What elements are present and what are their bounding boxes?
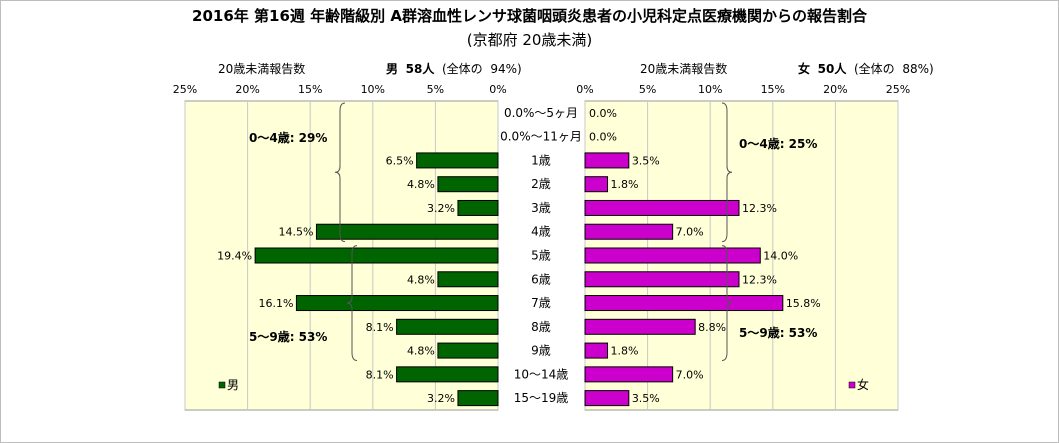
category-label: 7歳 bbox=[531, 296, 551, 310]
right-share: 88%) bbox=[902, 62, 934, 76]
male-bar bbox=[295, 295, 499, 312]
female-data-label: 7.0% bbox=[676, 226, 704, 239]
female-data-label: 3.5% bbox=[632, 154, 660, 167]
category-label: 5歳 bbox=[531, 249, 551, 263]
right-tick-label: 10% bbox=[698, 83, 722, 96]
female-bar bbox=[584, 223, 674, 240]
category-label: 1歳 bbox=[531, 153, 551, 167]
right-group-annotation: 5～9歳: 53% bbox=[739, 325, 817, 340]
male-data-label: 6.5% bbox=[386, 154, 414, 167]
male-data-label: 4.8% bbox=[407, 178, 435, 191]
female-data-label: 12.3% bbox=[742, 202, 777, 215]
female-data-label: 8.8% bbox=[698, 321, 726, 334]
female-data-label: 7.0% bbox=[676, 368, 704, 381]
left-axis-caption: 20歳未満報告数 bbox=[218, 62, 306, 76]
male-data-label: 16.1% bbox=[258, 297, 293, 310]
left-sex-label: 男 bbox=[386, 62, 399, 76]
right-count: 50人 bbox=[817, 62, 847, 76]
left-tick-label: 5% bbox=[427, 83, 444, 96]
category-label: 0.0%～11ヶ月 bbox=[500, 130, 582, 144]
female-data-label: 3.5% bbox=[632, 392, 660, 405]
right-tick-label: 25% bbox=[886, 83, 910, 96]
right-sex-label: 女 bbox=[798, 62, 811, 76]
left-group-annotation: 0～4歳: 29% bbox=[249, 130, 327, 145]
left-tick-label: 25% bbox=[173, 83, 197, 96]
male-bar bbox=[437, 271, 499, 288]
left-sex-summary: 男 58人 (全体の 94%) bbox=[386, 60, 522, 77]
male-data-label: 8.1% bbox=[366, 368, 394, 381]
female-bar bbox=[584, 152, 630, 169]
left-tick-label: 10% bbox=[361, 83, 385, 96]
male-bar bbox=[437, 176, 499, 193]
male-data-label: 14.5% bbox=[279, 226, 314, 239]
female-bar bbox=[584, 342, 609, 359]
right-group-brace bbox=[721, 245, 733, 361]
right-sex-summary: 女 50人 (全体の 88%) bbox=[798, 60, 934, 77]
right-tick-label: 20% bbox=[823, 83, 847, 96]
left-tick-label: 0% bbox=[489, 83, 506, 96]
left-tick-label: 15% bbox=[298, 83, 322, 96]
right-tick-label: 15% bbox=[761, 83, 785, 96]
female-bar bbox=[584, 271, 740, 288]
right-share-prefix: (全体の bbox=[854, 62, 895, 76]
female-data-label: 0.0% bbox=[589, 131, 617, 144]
male-bar bbox=[457, 199, 499, 216]
category-label: 0.0%～5ヶ月 bbox=[504, 106, 578, 120]
male-bar bbox=[396, 318, 499, 335]
female-bar bbox=[584, 176, 609, 193]
category-label: 9歳 bbox=[531, 344, 551, 358]
left-group-brace bbox=[334, 102, 346, 243]
male-bar bbox=[457, 390, 499, 407]
male-data-label: 8.1% bbox=[366, 321, 394, 334]
legend-swatch-male bbox=[218, 381, 226, 389]
left-share: 94%) bbox=[490, 62, 522, 76]
female-bar bbox=[584, 390, 630, 407]
category-label: 8歳 bbox=[531, 320, 551, 334]
female-bar bbox=[584, 199, 740, 216]
left-tick-label: 20% bbox=[235, 83, 259, 96]
female-bar bbox=[584, 247, 761, 264]
male-data-label: 4.8% bbox=[407, 345, 435, 358]
category-label: 3歳 bbox=[531, 201, 551, 215]
male-bar bbox=[315, 223, 499, 240]
category-label: 15～19歳 bbox=[514, 391, 569, 405]
male-data-label: 3.2% bbox=[427, 392, 455, 405]
male-data-label: 19.4% bbox=[217, 250, 252, 263]
chart-subtitle: (京都府 20歳未満) bbox=[466, 31, 593, 49]
right-group-annotation: 0～4歳: 25% bbox=[739, 136, 817, 151]
left-count: 58人 bbox=[405, 62, 435, 76]
male-bar bbox=[396, 366, 499, 383]
category-label: 10～14歳 bbox=[514, 367, 569, 381]
legend-swatch-female bbox=[848, 381, 856, 389]
male-bar bbox=[437, 342, 499, 359]
female-data-label: 15.8% bbox=[786, 297, 821, 310]
male-data-label: 3.2% bbox=[427, 202, 455, 215]
male-bar bbox=[416, 152, 499, 169]
right-axis-caption: 20歳未満報告数 bbox=[640, 62, 728, 76]
female-bar bbox=[584, 366, 674, 383]
female-data-label: 1.8% bbox=[611, 345, 639, 358]
category-label: 4歳 bbox=[531, 225, 551, 239]
legend-label-female: 女 bbox=[857, 377, 869, 392]
right-tick-label: 5% bbox=[639, 83, 656, 96]
male-bar bbox=[254, 247, 499, 264]
right-group-brace bbox=[721, 102, 733, 243]
left-group-annotation: 5～9歳: 53% bbox=[249, 329, 327, 344]
female-bar bbox=[584, 318, 696, 335]
female-data-label: 1.8% bbox=[611, 178, 639, 191]
left-group-brace bbox=[346, 245, 358, 361]
category-label: 6歳 bbox=[531, 272, 551, 286]
female-data-label: 0.0% bbox=[589, 107, 617, 120]
legend-label-male: 男 bbox=[227, 378, 239, 392]
category-label: 2歳 bbox=[531, 177, 551, 191]
female-data-label: 14.0% bbox=[763, 250, 798, 263]
male-data-label: 4.8% bbox=[407, 273, 435, 286]
left-share-prefix: (全体の bbox=[442, 62, 483, 76]
right-tick-label: 0% bbox=[576, 83, 593, 96]
chart-title: 2016年 第16週 年齢階級別 A群溶血性レンサ球菌咽頭炎患者の小児科定点医療… bbox=[192, 7, 867, 25]
female-data-label: 12.3% bbox=[742, 273, 777, 286]
female-bar bbox=[584, 295, 784, 312]
